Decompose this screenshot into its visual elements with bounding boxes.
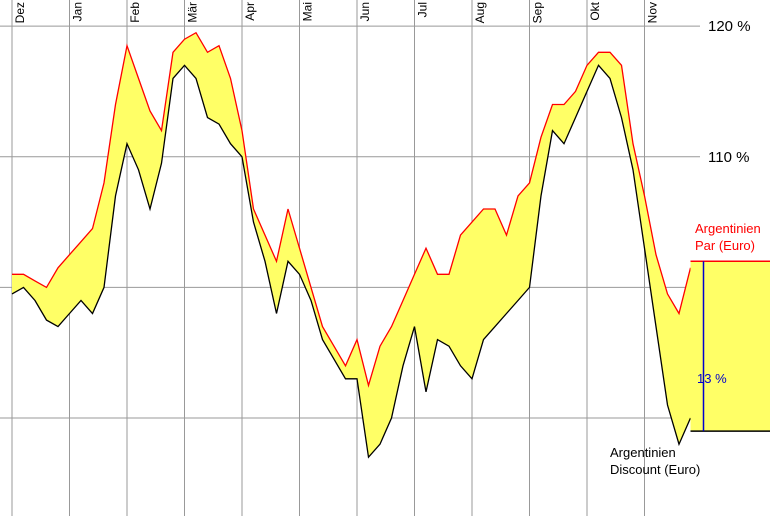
par-series-label: Argentinien Par (Euro) — [695, 221, 761, 253]
fill-segment — [633, 143, 645, 249]
month-label-10: Okt — [588, 1, 602, 20]
fill-segment — [161, 52, 173, 164]
fill-segment — [667, 293, 679, 445]
fill-segment — [230, 78, 242, 157]
fill-segment — [518, 182, 530, 301]
month-axis-labels: Dez Jan Feb Mär Apr Mai Jun Jul Aug Sep Okt Nov — [13, 1, 660, 23]
fill-segment — [196, 32, 208, 118]
fill-segment — [529, 137, 541, 288]
fill-segment — [483, 209, 495, 340]
fill-segment — [679, 267, 691, 445]
fill-segment — [564, 91, 576, 144]
fill-segment — [276, 209, 288, 314]
fill-segment — [92, 182, 104, 314]
fill-segment — [127, 45, 139, 170]
discount-label-line1: Argentinien — [610, 445, 676, 460]
y-tick-label-120: 120 % — [708, 18, 751, 35]
fill-segment — [403, 274, 415, 366]
fill-segment — [495, 209, 507, 327]
spread-fill-area — [12, 32, 691, 458]
y-tick-label-110: 110 % — [708, 149, 749, 166]
fill-segment — [253, 209, 265, 262]
spread-label: 13 % — [697, 371, 727, 386]
month-label-0: Dez — [13, 2, 27, 23]
series-lines — [11, 31, 692, 459]
fill-segment — [138, 78, 150, 210]
month-label-6: Jun — [358, 2, 372, 21]
par-series-line — [12, 31, 692, 388]
fill-segment — [357, 339, 369, 458]
fill-segment — [598, 52, 610, 79]
spread-box — [690, 261, 770, 432]
fill-segment — [391, 300, 403, 419]
fill-segment — [104, 104, 116, 288]
par-label-line1: Argentinien — [695, 221, 761, 236]
fill-segment — [69, 241, 81, 314]
fill-segment — [380, 326, 392, 445]
month-label-5: Mai — [301, 2, 315, 21]
fill-segment — [288, 209, 300, 275]
fill-segment — [35, 280, 47, 321]
discount-label-line2: Discount (Euro) — [610, 462, 700, 477]
fill-segment — [115, 45, 127, 196]
fill-segment — [46, 267, 58, 327]
fill-segment — [449, 235, 461, 366]
fill-segment — [207, 45, 219, 125]
fill-segment — [437, 274, 449, 347]
fill-segment — [184, 32, 196, 79]
fill-segment — [345, 339, 357, 379]
month-label-3: Mär — [186, 2, 200, 23]
fill-segment — [334, 346, 346, 379]
fill-segment — [656, 254, 668, 405]
month-label-2: Feb — [128, 2, 142, 23]
fill-segment — [150, 111, 162, 210]
par-label-line2: Par (Euro) — [695, 238, 755, 253]
fill-segment — [644, 195, 656, 327]
fill-segment — [23, 274, 35, 301]
fill-segment — [575, 65, 587, 118]
fill-segment — [460, 222, 472, 379]
fill-segment — [472, 209, 484, 379]
fill-segment — [414, 248, 426, 392]
fill-segment — [610, 52, 622, 118]
fill-segment — [621, 65, 633, 170]
month-label-8: Aug — [473, 2, 487, 23]
month-label-1: Jan — [71, 2, 85, 21]
month-label-11: Nov — [646, 2, 660, 23]
month-label-9: Sep — [531, 2, 545, 24]
fill-segment — [322, 326, 334, 360]
discount-series-line — [11, 64, 692, 459]
fill-segment — [368, 346, 380, 458]
fill-segment — [506, 195, 518, 314]
discount-series-label: Argentinien Discount (Euro) — [610, 445, 700, 477]
fill-segment — [541, 104, 553, 196]
month-label-4: Apr — [243, 2, 257, 21]
fill-segment — [58, 254, 70, 327]
fill-segment — [299, 248, 311, 301]
spread-indicator: 13 % — [690, 260, 770, 432]
fill-segment — [311, 287, 323, 340]
fill-segment — [426, 248, 438, 392]
fill-segment — [81, 228, 93, 314]
month-label-7: Jul — [416, 2, 430, 17]
